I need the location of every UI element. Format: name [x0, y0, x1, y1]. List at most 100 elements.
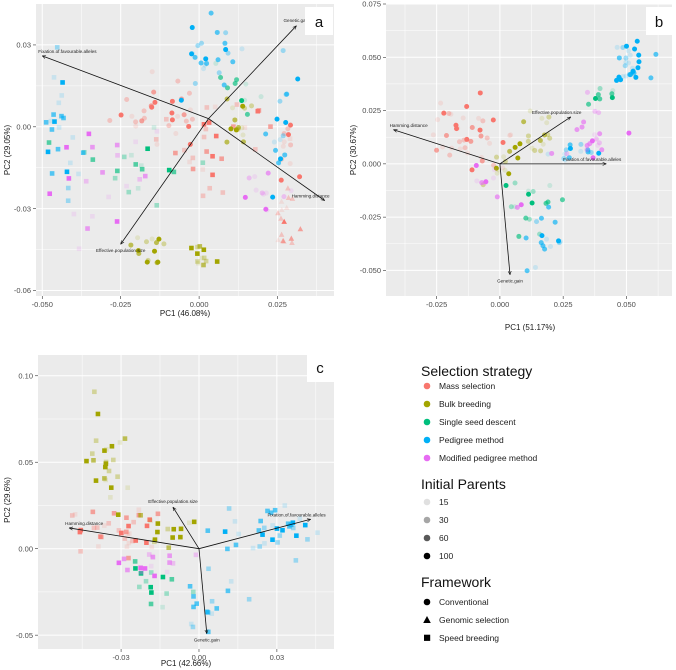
data-point [249, 103, 255, 109]
data-point [153, 137, 159, 142]
data-point [76, 246, 82, 252]
data-point [225, 50, 231, 56]
data-point [487, 140, 493, 146]
data-point [148, 601, 154, 607]
data-point [297, 226, 304, 232]
vector-label: Fixation.of.favourable.alleles [268, 512, 327, 517]
data-point [200, 160, 206, 166]
data-point [212, 104, 218, 110]
data-point [453, 122, 459, 128]
data-point [209, 598, 215, 604]
x-tick-label: -0.025 [426, 300, 447, 309]
data-point [144, 259, 150, 265]
data-point [148, 570, 154, 575]
panel-c-ylabel: PC2 (29.6%) [3, 477, 12, 523]
legend-parents-label: 15 [439, 497, 449, 507]
legend-strategy-label: Pedigree method [439, 435, 504, 445]
data-point [630, 65, 636, 71]
data-point [104, 447, 109, 452]
data-point [161, 241, 167, 247]
data-point [285, 126, 291, 132]
x-tick-label: 0.03 [270, 653, 285, 662]
panel-b-ticks: -0.025 0.000 0.025 0.050 0.075 0.050 0.025 0.00… [360, 0, 636, 309]
panel-b-ylabel: PC2 (30.67%) [349, 125, 358, 176]
data-point [133, 123, 139, 129]
data-point [191, 519, 197, 525]
data-point [276, 160, 282, 166]
data-point [225, 546, 230, 552]
data-point [189, 116, 195, 122]
data-point [545, 199, 551, 205]
data-point [192, 81, 198, 87]
data-point [203, 126, 209, 132]
legend-parents-label: 30 [439, 515, 449, 525]
data-point [544, 120, 550, 126]
data-point [135, 235, 141, 241]
x-tick-label: 0.000 [190, 300, 209, 309]
x-tick-label: -0.050 [32, 300, 53, 309]
data-point [287, 136, 293, 141]
data-point [170, 561, 176, 566]
data-point [283, 120, 289, 126]
data-point [512, 144, 518, 150]
data-point [208, 10, 214, 16]
data-point [547, 135, 553, 141]
data-point [115, 512, 121, 517]
y-tick-label: -0.03 [14, 204, 31, 213]
data-point [156, 236, 162, 242]
data-point [124, 515, 129, 521]
data-point [223, 30, 229, 36]
data-point [297, 174, 303, 180]
data-point [216, 70, 222, 76]
data-point [181, 112, 187, 118]
data-point [477, 127, 483, 133]
data-point [100, 170, 105, 175]
data-point [111, 457, 116, 463]
vector-label: Effective.population.size [532, 110, 582, 115]
data-point [116, 560, 122, 566]
data-point [263, 190, 269, 196]
data-point [135, 185, 141, 191]
data-point [132, 559, 138, 564]
data-point [270, 194, 276, 200]
data-point [90, 509, 96, 515]
data-point [92, 389, 97, 395]
data-point [164, 569, 170, 575]
data-point [201, 247, 207, 253]
data-point [187, 159, 192, 165]
x-tick-label: -0.03 [113, 653, 130, 662]
data-point [282, 503, 288, 508]
data-point [106, 194, 111, 200]
data-point [126, 523, 131, 529]
data-point [538, 148, 544, 154]
data-point [263, 206, 269, 212]
data-point [257, 544, 263, 549]
data-point [280, 48, 286, 54]
data-point [178, 526, 184, 532]
data-point [484, 135, 490, 141]
data-point [191, 604, 196, 610]
data-point [187, 583, 193, 589]
data-point [261, 525, 267, 531]
data-point [566, 155, 572, 161]
data-point [145, 146, 150, 152]
data-point [201, 122, 207, 127]
data-point [173, 150, 178, 156]
y-tick-label: -0.06 [14, 286, 31, 295]
data-point [264, 207, 270, 213]
data-point [43, 120, 49, 125]
vector-label: Genetic.gain [283, 18, 309, 23]
data-point [232, 117, 238, 123]
data-point [220, 190, 226, 195]
data-point [218, 75, 224, 81]
data-point [169, 117, 175, 123]
data-point [525, 138, 531, 144]
data-point [548, 244, 554, 250]
loading-vector [208, 118, 325, 201]
legend-parents-key [423, 534, 431, 542]
vector-label: Effective.population.size [148, 499, 198, 504]
data-point [294, 533, 299, 538]
data-point [515, 155, 521, 161]
data-point [230, 59, 236, 65]
legend-strategy-key [423, 400, 431, 408]
